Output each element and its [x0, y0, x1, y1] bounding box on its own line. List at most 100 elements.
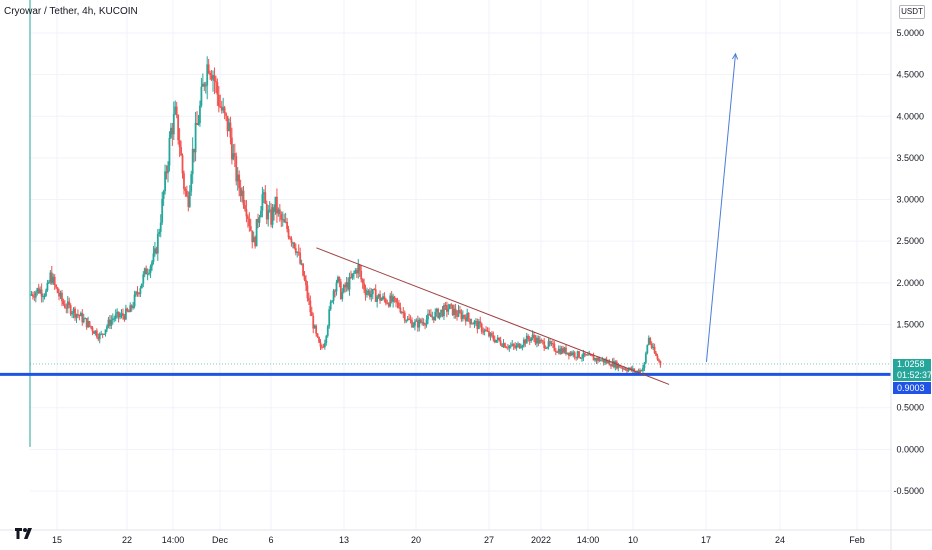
- candle-body: [271, 207, 274, 225]
- candle-body: [280, 214, 283, 220]
- gridlines: [30, 0, 891, 530]
- candle-body: [185, 190, 188, 197]
- candle-body: [46, 282, 49, 291]
- candle-body: [223, 107, 226, 114]
- candle-body: [453, 308, 456, 316]
- candle-body: [480, 323, 483, 332]
- y-tick-label: 3.5000: [896, 153, 924, 163]
- y-tick-label: 5.0000: [896, 28, 924, 38]
- candle-body: [364, 289, 367, 296]
- candle-body: [78, 315, 81, 317]
- candle-body: [496, 337, 499, 340]
- candle-body: [624, 368, 627, 371]
- candle-body: [43, 295, 46, 297]
- candle-body: [508, 345, 511, 349]
- candle-body: [190, 174, 193, 192]
- x-tick-label: 22: [122, 535, 132, 545]
- candle-body: [615, 361, 618, 369]
- candle-body: [274, 196, 277, 212]
- candle-body: [245, 209, 248, 217]
- candle-body: [492, 335, 495, 340]
- candle-body: [85, 318, 88, 328]
- candle-body: [520, 347, 522, 349]
- candle-body: [293, 242, 296, 249]
- candle-body: [302, 263, 304, 276]
- candle-body: [289, 237, 291, 239]
- candle-body: [415, 320, 418, 322]
- candle-body: [95, 330, 98, 337]
- candle-body: [66, 301, 69, 309]
- candle-body: [505, 347, 508, 349]
- candle-body: [184, 189, 187, 191]
- candle-body: [473, 321, 476, 325]
- candle-body: [335, 282, 338, 292]
- candle-body: [162, 191, 165, 199]
- x-tick-label: 14:00: [577, 535, 600, 545]
- candle-body: [546, 347, 548, 349]
- candle-body: [204, 85, 207, 87]
- candle-body: [188, 191, 191, 207]
- candle-body: [553, 343, 556, 351]
- candle-body: [69, 305, 72, 315]
- candle-body: [164, 171, 166, 192]
- candle-body: [36, 288, 39, 293]
- candle-body: [65, 307, 68, 309]
- candle-body: [273, 207, 275, 212]
- candle-body: [197, 122, 200, 125]
- candle-body: [490, 333, 493, 336]
- currency-badge[interactable]: USDT: [899, 5, 925, 19]
- candle-body: [536, 337, 538, 344]
- candle-body: [398, 302, 400, 308]
- candle-body: [294, 248, 297, 253]
- candle-body: [123, 315, 126, 320]
- candle-body: [93, 331, 95, 334]
- candle-body: [351, 273, 354, 278]
- candle-body: [429, 314, 432, 317]
- candle-body: [368, 290, 371, 298]
- candle-body: [422, 322, 425, 325]
- candle-body: [37, 288, 40, 294]
- candle-body: [541, 340, 544, 342]
- candle-body: [495, 339, 498, 343]
- candle-body: [174, 106, 177, 114]
- y-tick-label: 2.0000: [896, 278, 924, 288]
- candle-body: [56, 287, 59, 294]
- candle-body: [655, 352, 657, 356]
- candle-body: [486, 330, 489, 332]
- candle-body: [463, 315, 466, 318]
- candle-body: [467, 313, 470, 319]
- forecast-arrow-head: [731, 52, 739, 60]
- candle-body: [292, 242, 294, 244]
- candle-body: [607, 360, 609, 363]
- candle-body: [241, 190, 243, 197]
- candle-body: [216, 82, 219, 95]
- candle-body: [232, 153, 235, 160]
- axis-ticks: 5.0000 4.5000 4.0000 3.5000 3.0000 2.5000 2.00…: [52, 28, 924, 545]
- candle-body: [326, 326, 329, 336]
- x-tick-label: 14:00: [162, 535, 185, 545]
- candle-body: [527, 335, 530, 340]
- candle-body: [366, 292, 368, 296]
- candle-body: [533, 334, 535, 339]
- candle-body: [310, 312, 313, 317]
- candle-body: [127, 311, 130, 313]
- candle-body: [277, 209, 280, 214]
- candle-body: [592, 356, 595, 361]
- candle-body: [138, 293, 140, 295]
- candle-body: [319, 342, 322, 347]
- candle-body: [187, 196, 190, 207]
- candle-body: [647, 337, 650, 345]
- candle-body: [589, 354, 592, 356]
- candle-body: [235, 156, 238, 182]
- candle-body: [180, 147, 182, 156]
- candle-body: [613, 361, 615, 368]
- candle-body: [196, 122, 198, 125]
- candle-body: [389, 295, 392, 307]
- candle-body: [130, 305, 133, 309]
- candle-body: [399, 307, 402, 313]
- candle-body: [126, 308, 129, 312]
- candle-body: [42, 296, 44, 298]
- candle-body: [515, 345, 518, 348]
- candle-body: [103, 333, 105, 335]
